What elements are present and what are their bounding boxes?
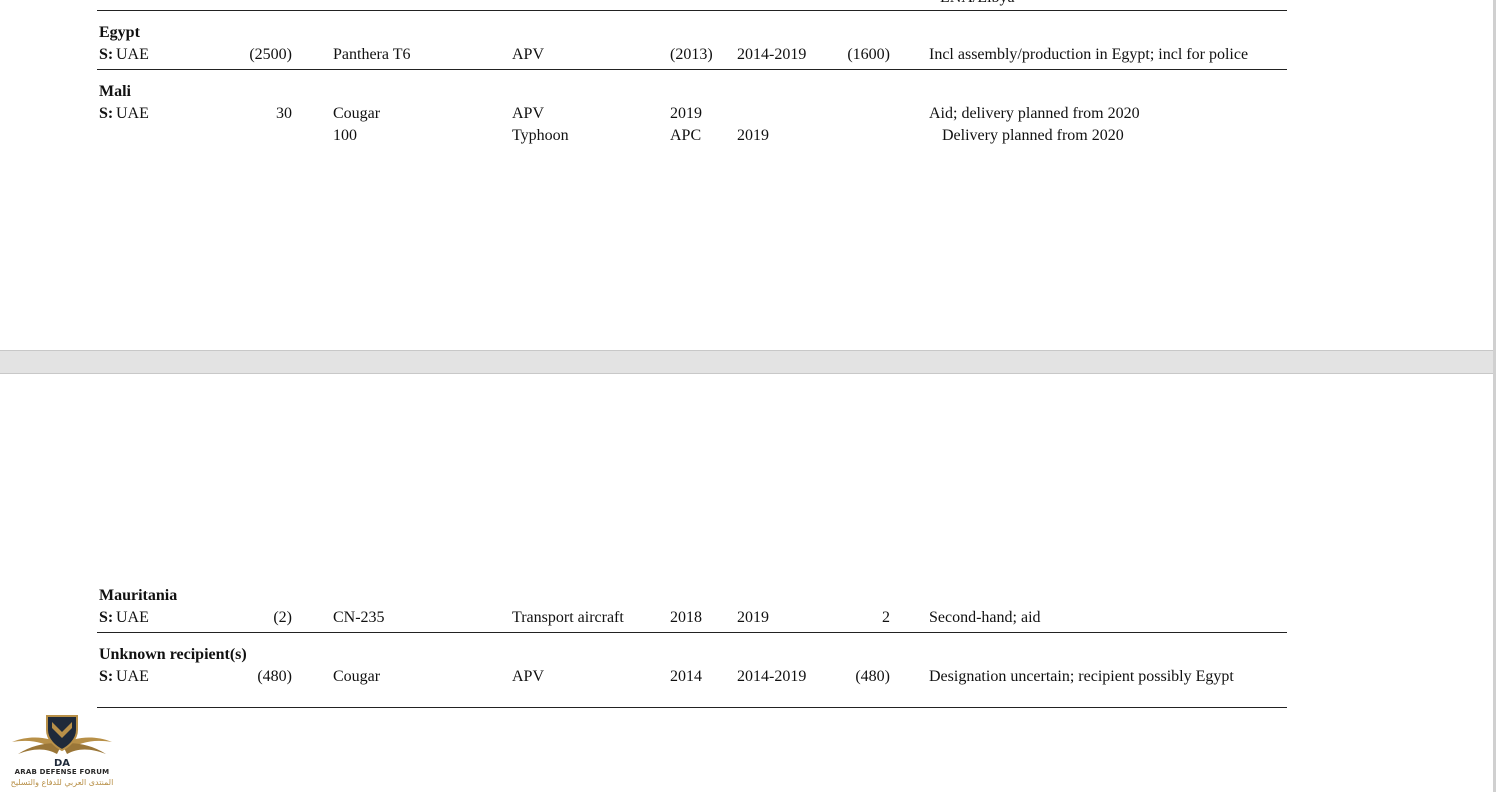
document-page-top: LNA/Libya Egypt S: UAE (2500) Panthera T…: [0, 0, 1493, 350]
supplier-label: S:: [99, 46, 114, 63]
logo-name-arabic: المنتدى العربي للدفاع والتسليح: [10, 778, 114, 787]
table-rule: [97, 632, 1287, 633]
comments: Aid; delivery planned from 2020: [929, 105, 1140, 122]
table-rule: [97, 707, 1287, 708]
number-delivered: (1600): [847, 46, 890, 63]
delivery-years: 2014-2019: [737, 668, 807, 685]
arab-defense-forum-watermark: DA ARAB DEFENSE FORUM المنتدى العربي للد…: [10, 708, 114, 792]
country-heading-mali: Mali: [99, 83, 131, 100]
logo-monogram: DA: [54, 758, 70, 769]
delivery-years: 2019: [737, 609, 769, 626]
number-delivered: (480): [855, 668, 890, 685]
order-year: 2018: [670, 609, 702, 626]
number-ordered: 100: [333, 127, 357, 144]
delivery-years: 2014-2019: [737, 46, 807, 63]
comments: Second-hand; aid: [929, 609, 1041, 626]
logo-name-english: ARAB DEFENSE FORUM: [14, 768, 110, 776]
weapon-designation: Cougar: [333, 668, 381, 685]
number-ordered: (480): [257, 668, 292, 685]
clipped-previous-row-text: LNA/Libya: [940, 0, 1015, 8]
supplier-label: S:: [99, 609, 114, 626]
number-ordered: 30: [276, 105, 292, 122]
order-year: 2019: [670, 105, 702, 122]
country-heading-egypt: Egypt: [99, 24, 140, 41]
table-rule: [97, 10, 1287, 11]
order-year: (2013): [670, 46, 713, 63]
supplier-name: UAE: [116, 46, 149, 63]
supplier-name: UAE: [116, 105, 149, 122]
page-separator: [0, 350, 1496, 374]
number-ordered: (2): [273, 609, 292, 626]
supplier-label: S:: [99, 105, 114, 122]
weapon-description: APC: [670, 127, 702, 144]
number-delivered: 2: [882, 609, 890, 626]
weapon-description: APV: [512, 668, 545, 685]
order-year: 2019: [737, 127, 769, 144]
weapon-designation: Panthera T6: [333, 46, 411, 63]
supplier-name: UAE: [116, 609, 149, 626]
weapon-designation: CN-235: [333, 609, 385, 626]
viewer-edge: [1493, 0, 1496, 792]
order-year: 2014: [670, 668, 702, 685]
weapon-description: APV: [512, 105, 545, 122]
country-heading-unknown-recipients: Unknown recipient(s): [99, 646, 247, 663]
comments: Incl assembly/production in Egypt; incl …: [929, 46, 1249, 63]
weapon-designation: Typhoon: [512, 127, 569, 144]
country-heading-mauritania: Mauritania: [99, 587, 178, 604]
comments: Designation uncertain; recipient possibl…: [929, 668, 1234, 685]
table-rule: [97, 69, 1287, 70]
supplier-label: S:: [99, 668, 114, 685]
supplier-name: UAE: [116, 668, 149, 685]
weapon-description: APV: [512, 46, 545, 63]
weapon-description: Transport aircraft: [512, 609, 624, 626]
comments: Delivery planned from 2020: [942, 127, 1124, 144]
eagle-shield-icon: DA: [12, 715, 112, 769]
number-ordered: (2500): [249, 46, 292, 63]
document-page-bottom: Mauritania S: UAE (2) CN-235 Transport a…: [0, 374, 1493, 792]
weapon-designation: Cougar: [333, 105, 381, 122]
